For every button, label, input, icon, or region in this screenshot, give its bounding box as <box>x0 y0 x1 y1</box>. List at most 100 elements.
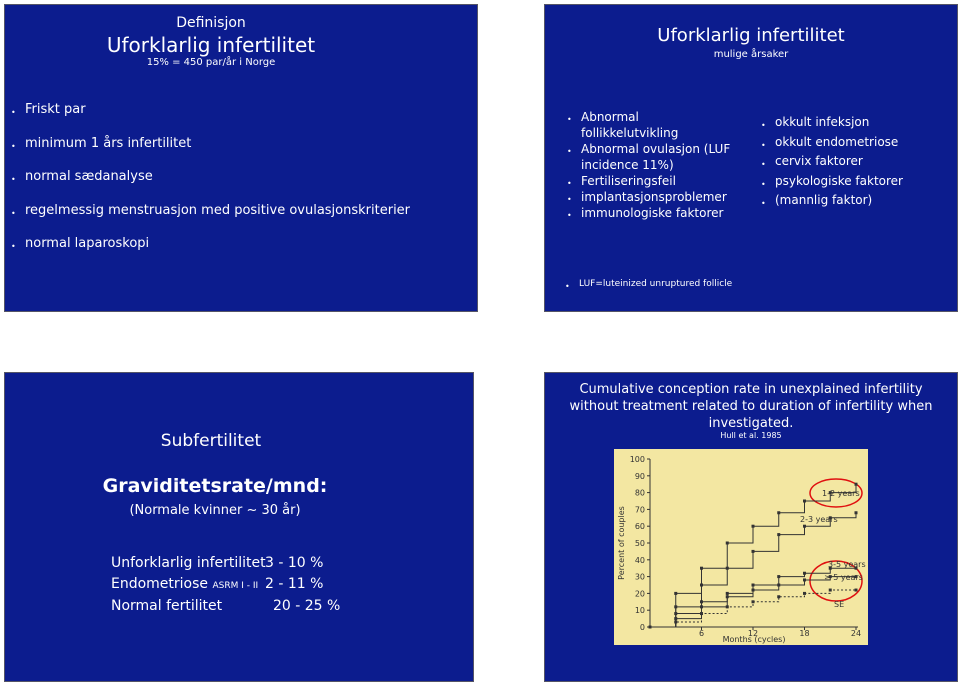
series-point <box>777 583 781 587</box>
y-tick-label: 0 <box>640 623 645 632</box>
row-label: Unforklarlig infertilitet <box>111 555 266 571</box>
rate-row: Normal fertilitet 20 - 25 % <box>111 596 351 617</box>
rate-row: Endometriose ASRM I - II 2 - 11 % <box>111 574 351 597</box>
slide: Uforklarlig infertilitet mulige årsaker … <box>544 4 958 312</box>
series-point <box>828 588 832 592</box>
y-axis-label: Percent of couples <box>617 506 626 580</box>
y-tick-label: 10 <box>635 606 645 615</box>
series-point <box>725 541 729 545</box>
bullet: Fertiliseringsfeil <box>567 173 737 192</box>
bullet: okkult infeksjon <box>761 113 951 135</box>
series-point <box>700 583 703 587</box>
series-point <box>828 491 832 495</box>
note: 15% = 450 par/år i Norge <box>146 57 276 68</box>
bullet: normal laparoskopi <box>11 227 410 263</box>
series-point <box>751 549 755 553</box>
footnote-text: LUF=luteinized unruptured follicle <box>565 279 732 291</box>
series-label: ≥ 5 years <box>824 573 863 582</box>
bullet: minimum 1 års infertilitet <box>11 127 410 162</box>
series-point <box>751 583 755 587</box>
subheading: (Normale kvinner ~ 30 år) <box>129 503 301 518</box>
x-axis-label: Months (cycles) <box>723 635 786 644</box>
series-label: 1-2 years <box>822 489 860 498</box>
bullet: psykologiske faktorer <box>761 172 951 194</box>
y-tick-label: 70 <box>635 505 645 514</box>
series-point <box>854 588 858 592</box>
row-qualifier: ASRM I - II <box>212 580 259 591</box>
series-point <box>674 591 678 595</box>
bullet: okkult endometriose <box>761 133 951 155</box>
bullet: Friskt par <box>11 93 410 129</box>
series-point <box>700 612 703 616</box>
series-line <box>650 589 856 628</box>
series-point <box>828 575 832 579</box>
series-point <box>828 566 832 570</box>
series-point <box>674 617 678 621</box>
y-tick-label: 50 <box>635 539 645 548</box>
bullet: (mannlig faktor) <box>761 191 951 213</box>
bullet-list: Abnormal follikkelutviklingAbnormal ovul… <box>567 109 737 224</box>
title: Uforklarlig infertilitet <box>106 33 316 57</box>
series-point <box>674 605 678 609</box>
series-point <box>854 566 858 570</box>
series-label: 3-5 years <box>828 560 866 569</box>
title: Subfertilitet <box>160 431 262 451</box>
highlight <box>809 560 863 602</box>
series-label: SE <box>834 600 844 609</box>
chart-background <box>614 449 868 645</box>
series-label: 2-3 years <box>800 515 838 524</box>
series-point <box>828 516 832 520</box>
series-point <box>725 605 729 609</box>
row-value: 2 - 11 % <box>265 575 324 592</box>
series-line <box>650 576 856 628</box>
series-point <box>854 482 858 486</box>
y-tick-label: 80 <box>635 489 645 498</box>
series-point <box>725 591 729 595</box>
y-tick-label: 40 <box>635 556 645 565</box>
series-point <box>803 524 806 528</box>
title: Uforklarlig infertilitet <box>657 25 845 46</box>
series-point <box>674 612 678 616</box>
y-tick-label: 100 <box>630 455 645 464</box>
series-point <box>648 625 652 629</box>
highlight <box>809 478 863 508</box>
bullet-list: okkult infeksjonokkult endometriosecervi… <box>761 113 951 213</box>
bullet: cervix faktorer <box>761 152 951 174</box>
rate-row: Unforklarlig infertilitet 3 - 10 % <box>111 553 351 574</box>
footnote: LUF=luteinized unruptured follicle <box>565 279 732 291</box>
slide: Definisjon Uforklarlig infertilitet 15% … <box>4 4 478 312</box>
series-point <box>700 605 703 609</box>
series-point <box>777 511 781 515</box>
row-value: 3 - 10 % <box>265 555 324 571</box>
series-point <box>725 566 729 570</box>
rate-table: Unforklarlig infertilitet 3 - 10 % Endomet… <box>111 553 351 617</box>
y-tick-label: 20 <box>635 589 645 598</box>
series-point <box>700 566 703 570</box>
series-point <box>751 524 755 528</box>
title: Cumulative conception rate in unexplaine… <box>569 382 933 431</box>
series-point <box>854 511 858 515</box>
slide: Subfertilitet Graviditetsrate/mnd: (Norm… <box>4 372 474 682</box>
series-point <box>803 591 806 595</box>
x-tick-label: 12 <box>748 629 758 638</box>
x-tick-label: 6 <box>699 629 704 638</box>
series-point <box>777 595 781 599</box>
series-point <box>725 595 729 599</box>
series-point <box>751 600 755 604</box>
heading: Graviditetsrate/mnd: <box>102 475 328 497</box>
y-tick-label: 90 <box>635 472 645 481</box>
x-tick-label: 18 <box>799 629 809 638</box>
row-label: Normal fertilitet <box>111 598 223 614</box>
series-point <box>674 620 678 624</box>
citation: Hull et al. 1985 <box>720 431 782 440</box>
y-tick-label: 60 <box>635 522 645 531</box>
chart: Percent of couples Months (cycles) 0 10 20… <box>614 449 868 645</box>
y-tick-label: 30 <box>635 573 645 582</box>
subtitle: mulige årsaker <box>713 49 789 60</box>
bullet-list: Friskt parminimum 1 års infertilitet norm… <box>11 93 410 263</box>
series-point <box>803 499 806 503</box>
series-point <box>803 578 806 582</box>
bullet: Abnormal follikkelutvikling <box>567 109 737 141</box>
bullet: immunologiske faktorer <box>567 205 737 224</box>
